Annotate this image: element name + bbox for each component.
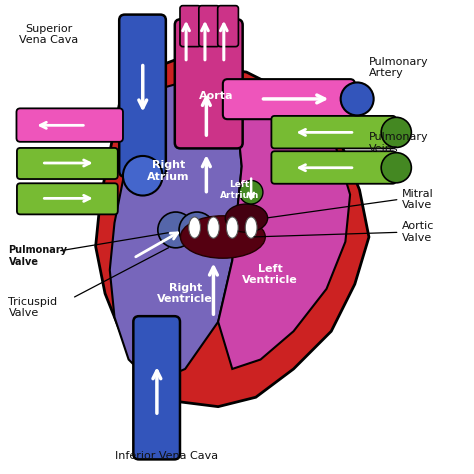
- FancyBboxPatch shape: [133, 316, 180, 459]
- Circle shape: [381, 117, 411, 147]
- FancyBboxPatch shape: [17, 183, 118, 214]
- FancyBboxPatch shape: [17, 148, 118, 179]
- Ellipse shape: [208, 217, 219, 238]
- Ellipse shape: [181, 216, 265, 258]
- Text: Aorta: Aorta: [199, 91, 233, 100]
- FancyBboxPatch shape: [272, 116, 396, 148]
- Circle shape: [179, 212, 215, 248]
- Circle shape: [239, 181, 263, 204]
- Text: Mitral
Valve: Mitral Valve: [402, 189, 434, 210]
- Text: Superior
Vena Cava: Superior Vena Cava: [19, 24, 78, 45]
- Circle shape: [381, 153, 411, 183]
- FancyBboxPatch shape: [223, 79, 355, 119]
- Text: Right
Atrium: Right Atrium: [147, 160, 190, 182]
- Ellipse shape: [245, 217, 257, 238]
- FancyBboxPatch shape: [199, 6, 219, 46]
- Text: Aortic
Valve: Aortic Valve: [402, 221, 434, 243]
- Ellipse shape: [227, 217, 238, 238]
- Ellipse shape: [225, 204, 268, 232]
- FancyBboxPatch shape: [17, 109, 123, 142]
- FancyBboxPatch shape: [180, 6, 201, 46]
- Polygon shape: [218, 86, 350, 369]
- FancyBboxPatch shape: [119, 15, 166, 177]
- FancyBboxPatch shape: [218, 6, 238, 46]
- FancyBboxPatch shape: [272, 151, 396, 184]
- Text: Tricuspid
Valve: Tricuspid Valve: [9, 297, 57, 319]
- FancyBboxPatch shape: [175, 19, 243, 148]
- Text: Left
Artrium: Left Artrium: [219, 180, 259, 200]
- Text: Left
Ventricle: Left Ventricle: [242, 264, 298, 285]
- Ellipse shape: [189, 217, 201, 238]
- Circle shape: [341, 82, 374, 116]
- Text: Pulmonary
Artery: Pulmonary Artery: [369, 56, 428, 78]
- Circle shape: [123, 156, 163, 196]
- Text: Pulmonary
Valve: Pulmonary Valve: [9, 245, 67, 267]
- Polygon shape: [110, 82, 242, 383]
- Circle shape: [158, 212, 194, 248]
- Text: Inferior Vena Cava: Inferior Vena Cava: [115, 451, 218, 461]
- Text: Pulmonary
Veins: Pulmonary Veins: [369, 132, 428, 154]
- Polygon shape: [96, 58, 369, 407]
- Text: Right
Ventricle: Right Ventricle: [157, 283, 213, 304]
